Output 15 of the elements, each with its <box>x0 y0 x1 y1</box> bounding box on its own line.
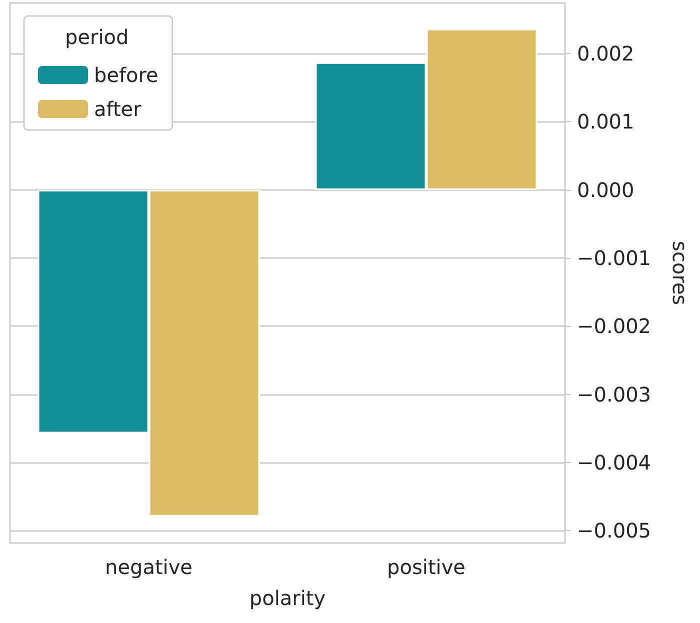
x-axis-title: polarity <box>249 586 326 610</box>
y-tick-label: −0.001 <box>577 246 652 270</box>
legend-title: period <box>65 25 129 49</box>
y-tick-label: −0.002 <box>577 314 652 338</box>
legend-label: after <box>94 97 142 121</box>
x-tick-label: positive <box>387 555 466 579</box>
y-tick-label: 0.002 <box>577 41 634 66</box>
y-tick-label: −0.004 <box>577 450 652 475</box>
y-tick-label: −0.003 <box>577 382 652 406</box>
y-tick-label: −0.005 <box>577 518 652 543</box>
legend-label: before <box>94 63 158 87</box>
y-tick-label: 0.000 <box>577 178 634 202</box>
y-tick-label: 0.001 <box>577 110 634 134</box>
y-axis-title: scores <box>668 240 692 306</box>
x-tick-label: negative <box>105 555 192 579</box>
